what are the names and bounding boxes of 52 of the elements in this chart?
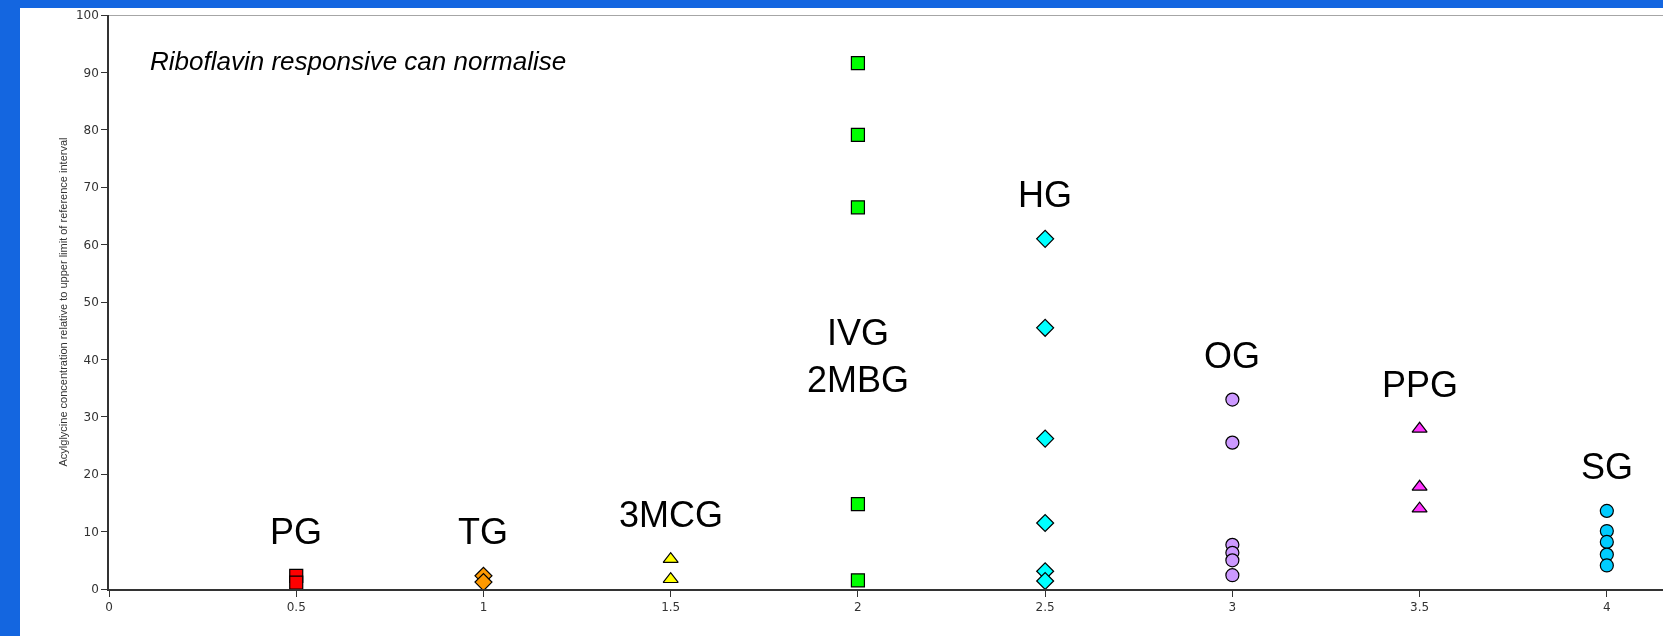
series-label: OG — [1204, 335, 1261, 376]
x-tick-label: 2.5 — [1035, 600, 1055, 615]
series-label: PPG — [1382, 364, 1459, 405]
point — [1225, 392, 1240, 407]
point — [850, 496, 866, 512]
y-tick-label: 40 — [83, 352, 99, 367]
point — [1036, 513, 1055, 533]
y-tick-label: 0 — [91, 582, 99, 597]
y-tick-label: 20 — [83, 467, 99, 482]
y-tick-label: 80 — [83, 123, 99, 137]
y-axis-title: Acylglycine concentration relative to upper limit of reference interval — [57, 137, 70, 467]
point — [850, 127, 866, 143]
series-label: PG — [270, 511, 323, 552]
x-tick-label: 1 — [479, 600, 488, 615]
annotation: Riboflavin responsive can normalise — [150, 46, 567, 76]
point — [1599, 534, 1614, 550]
point — [289, 575, 304, 590]
y-tick-label: 10 — [83, 524, 99, 539]
point — [1599, 503, 1614, 519]
point — [1225, 568, 1240, 583]
series-label: 3MCG — [619, 494, 724, 535]
point — [1225, 435, 1240, 450]
y-tick-label: 70 — [83, 180, 99, 195]
series-label: SG — [1581, 446, 1634, 487]
y-tick-label: 100 — [75, 8, 99, 23]
point — [1411, 501, 1428, 513]
x-tick-label: 2 — [854, 600, 862, 615]
y-tick-label: 60 — [83, 237, 99, 252]
point — [1036, 318, 1055, 337]
y-tick-label: 50 — [83, 295, 99, 310]
x-tick-label: 3.5 — [1410, 600, 1430, 615]
y-tick-label: 90 — [83, 65, 99, 80]
x-tick-label: 3 — [1228, 600, 1237, 615]
y-tick-label: 30 — [83, 410, 99, 424]
text: IVG 2MBG — [807, 312, 910, 400]
x-tick-label: 1.5 — [661, 600, 681, 615]
point — [850, 56, 866, 71]
x-tick-label: 0.5 — [286, 600, 306, 615]
point — [1411, 421, 1428, 433]
point — [850, 200, 866, 215]
point — [1036, 229, 1055, 248]
point — [662, 572, 679, 584]
point — [1411, 479, 1428, 491]
series-label: HG — [1018, 174, 1072, 215]
x-tick-label: 4 — [1603, 600, 1611, 615]
series-label: TG — [458, 511, 508, 552]
point — [1036, 571, 1055, 591]
point — [850, 573, 866, 588]
point — [1225, 553, 1240, 568]
point — [1036, 429, 1055, 448]
x-tick-label: 0 — [105, 600, 113, 615]
point — [1599, 558, 1614, 573]
